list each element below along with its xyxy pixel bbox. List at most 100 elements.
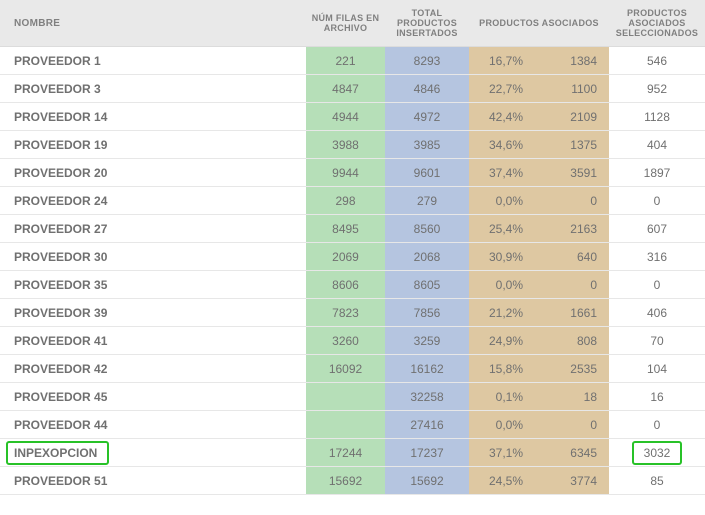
cell-seleccionados: 3032	[609, 439, 705, 467]
cell-nombre: PROVEEDOR 45	[0, 383, 306, 411]
table-row[interactable]: PROVEEDOR 51156921569224,5%377485	[0, 467, 705, 495]
table-row[interactable]: PROVEEDOR 302069206830,9%640316	[0, 243, 705, 271]
cell-nombre: PROVEEDOR 39	[0, 299, 306, 327]
cell-asociados-num: 0	[539, 411, 609, 439]
col-header-filas[interactable]: NÚM FILAS EN ARCHIVO	[306, 0, 385, 47]
cell-filas: 15692	[306, 467, 385, 495]
cell-seleccionados: 546	[609, 47, 705, 75]
cell-nombre: PROVEEDOR 42	[0, 355, 306, 383]
cell-asociados-num: 3591	[539, 159, 609, 187]
cell-asociados-num: 1375	[539, 131, 609, 159]
cell-filas: 9944	[306, 159, 385, 187]
table-row[interactable]: PROVEEDOR 278495856025,4%2163607	[0, 215, 705, 243]
cell-filas	[306, 383, 385, 411]
col-header-insertados[interactable]: TOTAL PRODUCTOS INSERTADOS	[385, 0, 469, 47]
cell-insertados: 3259	[385, 327, 469, 355]
table-row[interactable]: PROVEEDOR 397823785621,2%1661406	[0, 299, 705, 327]
cell-asociados-pct: 34,6%	[469, 131, 539, 159]
cell-asociados-num: 1661	[539, 299, 609, 327]
cell-nombre: PROVEEDOR 24	[0, 187, 306, 215]
cell-asociados-pct: 0,0%	[469, 411, 539, 439]
table-row[interactable]: PROVEEDOR 42160921616215,8%2535104	[0, 355, 705, 383]
cell-insertados: 16162	[385, 355, 469, 383]
cell-insertados: 9601	[385, 159, 469, 187]
cell-asociados-pct: 16,7%	[469, 47, 539, 75]
cell-seleccionados: 0	[609, 271, 705, 299]
cell-asociados-num: 640	[539, 243, 609, 271]
table-row[interactable]: PROVEEDOR 45 322580,1%1816	[0, 383, 705, 411]
table-row[interactable]: PROVEEDOR 44274160,0%00	[0, 411, 705, 439]
cell-filas: 16092	[306, 355, 385, 383]
cell-insertados: 8293	[385, 47, 469, 75]
cell-nombre: PROVEEDOR 51	[0, 467, 306, 495]
cell-filas: 3260	[306, 327, 385, 355]
cell-insertados: 15692	[385, 467, 469, 495]
cell-nombre: INPEXOPCION	[0, 439, 306, 467]
cell-insertados: 27416	[385, 411, 469, 439]
cell-nombre: PROVEEDOR 20	[0, 159, 306, 187]
table-row[interactable]: PROVEEDOR 1221829316,7%1384546	[0, 47, 705, 75]
cell-nombre: PROVEEDOR 1	[0, 47, 306, 75]
cell-insertados: 7856	[385, 299, 469, 327]
col-header-asociados[interactable]: PRODUCTOS ASOCIADOS	[469, 0, 609, 47]
cell-asociados-pct: 0,0%	[469, 271, 539, 299]
cell-asociados-pct: 24,9%	[469, 327, 539, 355]
table-row[interactable]: PROVEEDOR 35860686050,0%00	[0, 271, 705, 299]
cell-asociados-pct: 42,4%	[469, 103, 539, 131]
cell-seleccionados: 16	[609, 383, 705, 411]
cell-seleccionados: 85	[609, 467, 705, 495]
table-row[interactable]: PROVEEDOR 413260325924,9%80870	[0, 327, 705, 355]
highlight-seleccionados: 3032	[632, 441, 683, 465]
cell-filas: 298	[306, 187, 385, 215]
cell-seleccionados: 406	[609, 299, 705, 327]
cell-seleccionados: 316	[609, 243, 705, 271]
cell-insertados: 8560	[385, 215, 469, 243]
cell-nombre: PROVEEDOR 30	[0, 243, 306, 271]
cell-insertados: 4846	[385, 75, 469, 103]
cell-asociados-num: 3774	[539, 467, 609, 495]
table-row[interactable]: INPEXOPCION172441723737,1%63453032	[0, 439, 705, 467]
cell-filas: 7823	[306, 299, 385, 327]
cell-asociados-pct: 0,1%	[469, 383, 539, 411]
cell-asociados-pct: 37,4%	[469, 159, 539, 187]
table-row[interactable]: PROVEEDOR 144944497242,4%21091128	[0, 103, 705, 131]
providers-table: NOMBRE NÚM FILAS EN ARCHIVO TOTAL PRODUC…	[0, 0, 705, 495]
cell-insertados: 17237	[385, 439, 469, 467]
cell-filas: 4847	[306, 75, 385, 103]
cell-filas: 17244	[306, 439, 385, 467]
cell-seleccionados: 1897	[609, 159, 705, 187]
highlight-nombre: INPEXOPCION	[6, 441, 109, 465]
cell-asociados-pct: 24,5%	[469, 467, 539, 495]
table-row[interactable]: PROVEEDOR 242982790,0%00	[0, 187, 705, 215]
cell-nombre: PROVEEDOR 19	[0, 131, 306, 159]
table-row[interactable]: PROVEEDOR 209944960137,4%35911897	[0, 159, 705, 187]
cell-filas: 4944	[306, 103, 385, 131]
cell-asociados-num: 18	[539, 383, 609, 411]
cell-nombre: PROVEEDOR 41	[0, 327, 306, 355]
cell-filas: 2069	[306, 243, 385, 271]
cell-seleccionados: 952	[609, 75, 705, 103]
cell-asociados-pct: 22,7%	[469, 75, 539, 103]
cell-asociados-pct: 0,0%	[469, 187, 539, 215]
cell-asociados-num: 2109	[539, 103, 609, 131]
cell-nombre: PROVEEDOR 44	[0, 411, 306, 439]
cell-asociados-num: 2163	[539, 215, 609, 243]
cell-asociados-pct: 15,8%	[469, 355, 539, 383]
cell-insertados: 32258	[385, 383, 469, 411]
cell-asociados-num: 0	[539, 187, 609, 215]
cell-nombre: PROVEEDOR 14	[0, 103, 306, 131]
cell-filas	[306, 411, 385, 439]
cell-asociados-pct: 30,9%	[469, 243, 539, 271]
table-row[interactable]: PROVEEDOR 34847484622,7%1100952	[0, 75, 705, 103]
cell-filas: 221	[306, 47, 385, 75]
cell-insertados: 3985	[385, 131, 469, 159]
cell-seleccionados: 70	[609, 327, 705, 355]
col-header-seleccionados[interactable]: PRODUCTOS ASOCIADOS SELECCIONADOS	[609, 0, 705, 47]
cell-filas: 8606	[306, 271, 385, 299]
cell-seleccionados: 0	[609, 411, 705, 439]
cell-nombre: PROVEEDOR 3	[0, 75, 306, 103]
cell-filas: 8495	[306, 215, 385, 243]
table-row[interactable]: PROVEEDOR 193988398534,6%1375404	[0, 131, 705, 159]
cell-asociados-pct: 37,1%	[469, 439, 539, 467]
col-header-nombre[interactable]: NOMBRE	[0, 0, 306, 47]
